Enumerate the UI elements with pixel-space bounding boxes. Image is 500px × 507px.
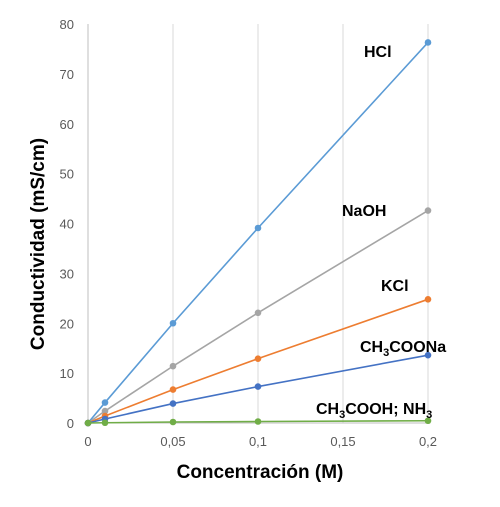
data-point-hcl [169, 319, 177, 327]
data-point-hcl [254, 224, 262, 232]
series-label-naoh: NaOH [342, 203, 386, 220]
x-axis-title: Concentración (M) [177, 462, 344, 483]
data-point-kcl [169, 386, 177, 393]
series-group [84, 39, 432, 427]
data-point-weak [254, 418, 262, 425]
y-tick-label: 70 [60, 67, 74, 82]
data-point-ch3coona [424, 351, 432, 359]
data-point-naoh [101, 407, 109, 415]
series-label-kcl: KCl [381, 278, 409, 295]
y-axis-title: Conductividad (mS/cm) [28, 138, 49, 350]
x-tick-label: 0,2 [419, 434, 437, 449]
data-point-naoh [254, 309, 262, 317]
y-tick-label: 30 [60, 266, 74, 281]
series-labels: HCl NaOH KCl CH3COONa CH3COOH; NH3 [316, 44, 446, 421]
data-point-kcl [254, 355, 262, 362]
series-label-weak: CH3COOH; NH3 [316, 401, 432, 421]
data-point-naoh [169, 362, 177, 370]
data-point-hcl [424, 39, 432, 46]
data-point-weak [424, 417, 432, 425]
y-tick-label: 10 [60, 366, 74, 381]
data-point-ch3coona [254, 383, 262, 390]
data-point-weak [169, 418, 177, 426]
y-tick-label: 60 [60, 117, 74, 132]
y-tick-label: 20 [60, 316, 74, 331]
data-point-weak [84, 419, 92, 427]
data-point-kcl [424, 296, 432, 303]
x-tick-label: 0,1 [249, 434, 267, 449]
tick-labels: 0 10 20 30 40 50 60 70 80 0 0,05 0,1 0,15 0,2 [60, 17, 438, 449]
y-tick-label: 80 [60, 17, 74, 32]
y-tick-label: 40 [60, 217, 74, 232]
y-tick-label: 50 [60, 167, 74, 182]
x-tick-label: 0,05 [160, 434, 185, 449]
y-tick-label: 0 [67, 416, 74, 431]
x-tick-label: 0,15 [330, 434, 355, 449]
data-point-hcl [101, 399, 109, 406]
series-label-ch3coona: CH3COONa [360, 339, 446, 359]
data-point-weak [101, 419, 109, 427]
data-point-ch3coona [169, 400, 177, 407]
x-tick-label: 0 [84, 434, 91, 449]
data-point-naoh [424, 207, 432, 214]
series-label-hcl: HCl [364, 44, 392, 61]
